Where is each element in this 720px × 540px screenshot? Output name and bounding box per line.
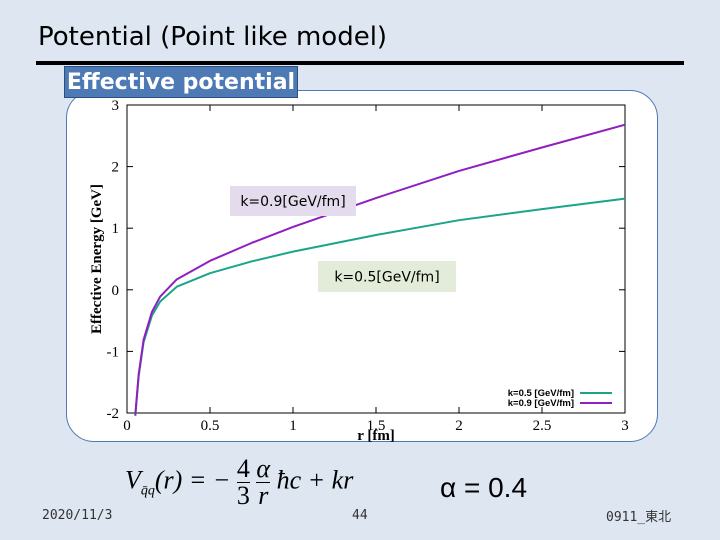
y-tick-label: 2 (112, 160, 120, 176)
y-tick-label: -1 (107, 344, 120, 360)
annotation-label: k=0.5[GeV/fm] (334, 270, 439, 286)
legend-label: k=0.5 [GeV/fm] (508, 388, 574, 399)
annotation-box (318, 261, 456, 292)
x-tick-label: 2.5 (533, 418, 552, 434)
title-underline (36, 61, 684, 65)
slide-title: Potential (Point like model) (38, 22, 388, 52)
alpha-value: α = 0.4 (440, 472, 528, 503)
eq-subscript: q̄q (140, 483, 155, 499)
x-tick-label: 0.5 (201, 418, 220, 434)
y-tick-label: 3 (112, 98, 120, 114)
annotation-box (230, 186, 356, 216)
y-axis-label: Effective Energy [GeV] (89, 184, 105, 334)
eq-tail: ħc + kr (276, 465, 354, 495)
y-tick-label: 1 (112, 221, 120, 237)
x-tick-label: 0 (123, 418, 131, 434)
annotation-label: k=0.9[GeV/fm] (240, 194, 345, 210)
page-number: 44 (352, 508, 368, 523)
slide-date: 2020/11/3 (42, 508, 113, 523)
eq-frac2-den: r (258, 481, 269, 510)
eq-frac2-num: α (256, 454, 271, 483)
y-tick-label: -2 (107, 406, 120, 422)
x-axis-label: r [fm] (357, 428, 395, 444)
x-tick-label: 2 (455, 418, 463, 434)
eq-frac1-num: 4 (236, 454, 250, 483)
legend-label: k=0.9 [GeV/fm] (508, 398, 574, 409)
footer-org: 0911_東北 (606, 510, 672, 525)
series-line-2 (134, 123, 626, 415)
eq-v: V (125, 465, 141, 495)
x-tick-label: 1 (289, 418, 297, 434)
plot-frame (126, 104, 626, 414)
eq-frac1-den: 3 (236, 481, 250, 510)
x-tick-label: 3 (621, 418, 629, 434)
section-tag: Effective potential (64, 66, 298, 98)
y-tick-label: 0 (112, 283, 120, 299)
x-tick-label: 1.5 (367, 418, 386, 434)
eq-r-part: (r) = − (154, 465, 231, 495)
